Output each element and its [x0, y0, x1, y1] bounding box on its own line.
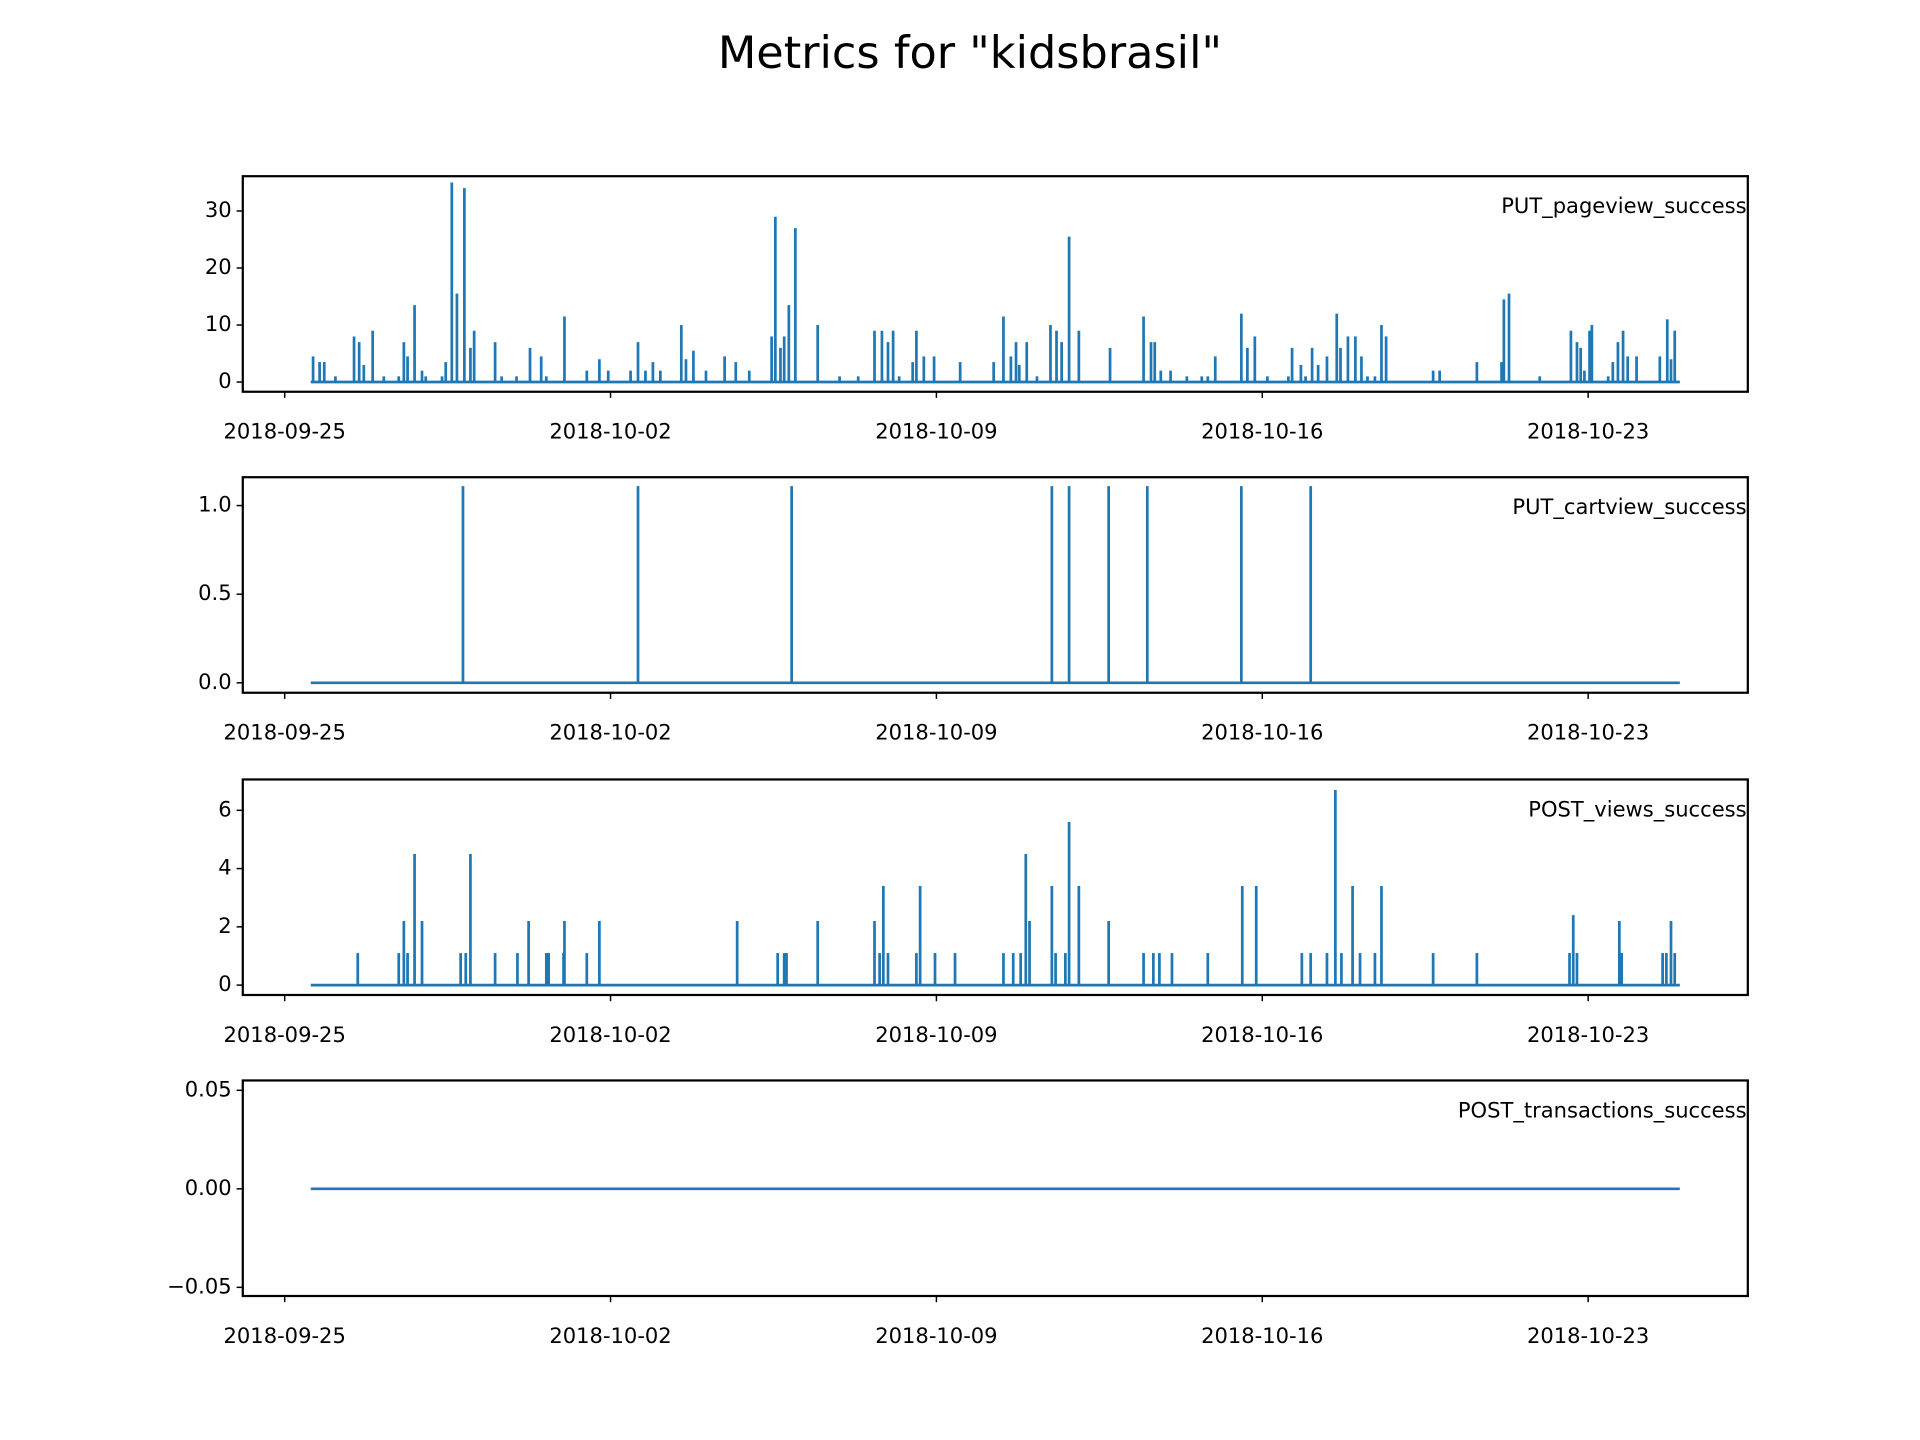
x-tick-label: 2018-09-25 — [224, 419, 346, 444]
y-tick-label: 20 — [205, 254, 232, 279]
axes-frame — [241, 175, 1749, 393]
x-tick-label: 2018-10-02 — [549, 1323, 671, 1348]
y-tick-label: −0.05 — [167, 1273, 232, 1298]
x-tick-label: 2018-09-25 — [224, 1022, 346, 1047]
x-tick-label: 2018-09-25 — [224, 720, 346, 745]
y-tick-label: 30 — [205, 197, 232, 222]
x-tick-label: 2018-10-09 — [875, 720, 997, 745]
x-tick-label: 2018-10-16 — [1201, 1022, 1323, 1047]
axes-frame — [241, 1079, 1749, 1298]
y-tick-label: 2 — [218, 913, 231, 938]
y-tick-label: 0 — [218, 368, 231, 393]
x-tick-label: 2018-10-02 — [549, 720, 671, 745]
x-tick-label: 2018-10-16 — [1201, 1323, 1323, 1348]
y-tick-label: 10 — [205, 311, 232, 336]
y-tick-label: 1.0 — [198, 492, 231, 517]
series-label: PUT_pageview_success — [1501, 193, 1746, 218]
x-tick-label: 2018-10-23 — [1527, 1022, 1649, 1047]
x-tick-label: 2018-10-09 — [875, 1022, 997, 1047]
series-label: POST_views_success — [1528, 796, 1746, 821]
y-tick-label: 0.05 — [185, 1076, 232, 1101]
y-tick-label: 0.0 — [198, 669, 231, 694]
y-tick-label: 0 — [218, 971, 231, 996]
y-tick-label: 6 — [218, 796, 231, 821]
figure-title: Metrics for "kidsbrasil" — [718, 27, 1222, 79]
series-label: POST_transactions_success — [1458, 1097, 1747, 1122]
x-tick-label: 2018-10-09 — [875, 419, 997, 444]
x-tick-label: 2018-10-02 — [549, 419, 671, 444]
x-tick-label: 2018-10-09 — [875, 1323, 997, 1348]
series-label: PUT_cartview_success — [1512, 494, 1746, 519]
x-tick-label: 2018-10-23 — [1527, 720, 1649, 745]
x-tick-label: 2018-10-23 — [1527, 419, 1649, 444]
x-tick-label: 2018-10-16 — [1201, 720, 1323, 745]
x-tick-label: 2018-09-25 — [224, 1323, 346, 1348]
y-tick-label: 0.00 — [185, 1175, 232, 1200]
y-tick-label: 4 — [218, 855, 231, 880]
axes-frame — [241, 778, 1749, 997]
x-tick-label: 2018-10-02 — [549, 1022, 671, 1047]
x-tick-label: 2018-10-23 — [1527, 1323, 1649, 1348]
y-tick-label: 0.5 — [198, 580, 231, 605]
axes-frame — [241, 476, 1749, 694]
x-tick-label: 2018-10-16 — [1201, 419, 1323, 444]
